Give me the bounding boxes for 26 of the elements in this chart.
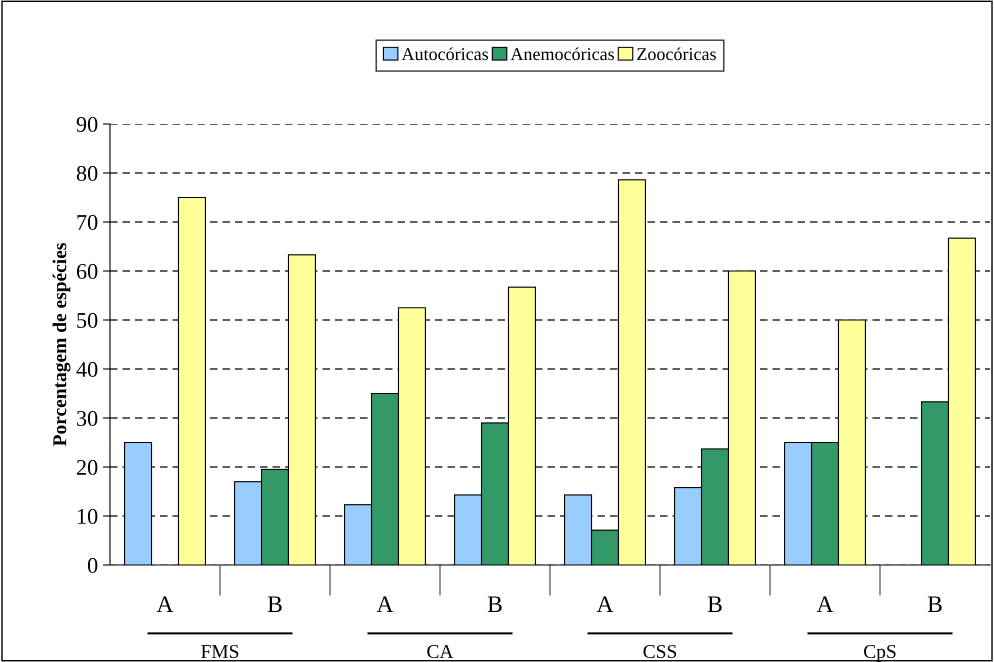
y-tick-label: 60 bbox=[76, 264, 98, 279]
y-tick-label: 30 bbox=[77, 410, 98, 426]
text: CA bbox=[427, 644, 454, 658]
text: FMS bbox=[201, 644, 238, 658]
text: CSS bbox=[644, 644, 676, 658]
y-tick-label: 90 bbox=[76, 116, 98, 132]
text: CpS bbox=[864, 644, 896, 662]
y-tick-label: 50 bbox=[77, 312, 98, 328]
x-tick-label: B bbox=[708, 596, 722, 612]
x-tick-label: B bbox=[488, 596, 502, 612]
x-tick-label: B bbox=[928, 596, 942, 612]
x-tick-label: A bbox=[156, 596, 174, 612]
x-tick-label: B bbox=[268, 596, 282, 612]
legend-label: Zoocóricas bbox=[637, 47, 716, 60]
x-tick-label: A bbox=[816, 596, 834, 612]
y-tick-label: 40 bbox=[76, 362, 98, 377]
legend-label: Autocóricas bbox=[402, 47, 488, 60]
y-axis-title: Porcentagem de espécies bbox=[52, 243, 70, 446]
x-tick-label: A bbox=[376, 596, 394, 612]
y-tick-label: 80 bbox=[76, 166, 98, 181]
legend-label: Anemocóricas bbox=[510, 47, 614, 60]
y-tick-label: 10 bbox=[78, 508, 98, 524]
x-tick-label: A bbox=[596, 596, 614, 612]
y-tick-label: 70 bbox=[77, 214, 98, 230]
y-tick-label: 20 bbox=[76, 460, 98, 475]
y-tick-label: 0 bbox=[88, 558, 98, 573]
